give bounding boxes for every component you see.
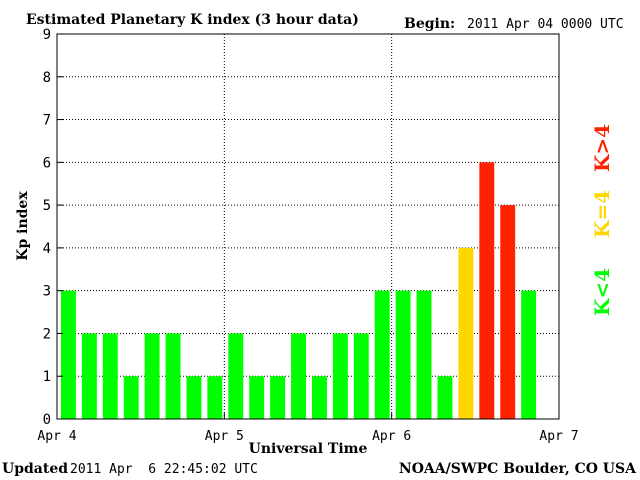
source-credit: NOAA/SWPC Boulder, CO USA: [399, 461, 637, 477]
begin-label: Begin:: [404, 16, 455, 32]
kp-bar: [207, 376, 223, 419]
kp-bar: [500, 205, 516, 419]
chart-title: Estimated Planetary K index (3 hour data…: [26, 12, 359, 28]
kp-bar: [102, 333, 118, 419]
kp-bar: [291, 333, 306, 419]
x-axis-label: Universal Time: [249, 441, 368, 457]
x-tick-label: Apr 4: [37, 429, 76, 444]
kp-bar: [479, 162, 495, 420]
kp-bar: [332, 333, 348, 419]
kp-bar: [81, 333, 97, 419]
updated-value: 2011 Apr 6 22:45:02 UTC: [70, 462, 258, 477]
kp-bar: [437, 376, 453, 419]
kp-bar: [312, 376, 327, 419]
kp-bar: [61, 290, 76, 419]
kp-bar: [165, 333, 181, 419]
legend: K<4 K=4 K>4: [590, 124, 614, 316]
y-tick-label: 4: [43, 241, 51, 257]
y-tick-label: 5: [43, 198, 51, 214]
kp-bar: [374, 290, 390, 419]
x-tick-label: Apr 6: [372, 429, 411, 444]
legend-item: K>4: [590, 124, 614, 172]
kp-bar: [353, 333, 369, 419]
updated-label: Updated: [2, 461, 68, 477]
y-tick-label: 9: [43, 27, 51, 43]
y-tick-label: 7: [43, 113, 51, 129]
x-tick-label: Apr 5: [205, 429, 244, 444]
kp-bar: [395, 290, 411, 419]
x-tick-label: Apr 7: [539, 429, 578, 444]
kp-bar: [144, 333, 160, 419]
kp-bar: [249, 376, 265, 419]
y-tick-label: 3: [43, 284, 51, 300]
begin-value: 2011 Apr 04 0000 UTC: [467, 17, 624, 32]
legend-item: K=4: [590, 190, 614, 238]
plot-frame: [56, 33, 560, 420]
y-tick-label: 8: [43, 70, 51, 86]
y-tick-label: 0: [43, 412, 51, 428]
grid-lines: [57, 34, 559, 419]
kp-bar: [416, 290, 432, 419]
legend-item: K<4: [590, 268, 614, 316]
bar-series: [61, 162, 537, 420]
kp-bar: [228, 333, 244, 419]
y-axis-label: Kp index: [15, 191, 31, 261]
x-ticks: Apr 4 Apr 5 Apr 6 Apr 7: [37, 413, 579, 444]
y-tick-label: 6: [43, 155, 51, 171]
kp-bar: [458, 247, 474, 419]
kp-bar: [521, 290, 537, 419]
kp-bar: [270, 376, 286, 419]
y-tick-label: 2: [43, 326, 51, 342]
kp-bar: [123, 376, 139, 419]
y-tick-label: 1: [43, 369, 51, 385]
kp-bar: [186, 376, 202, 419]
y-ticks: 0 1 2 3 4 5 6 7 8 9: [43, 27, 63, 428]
